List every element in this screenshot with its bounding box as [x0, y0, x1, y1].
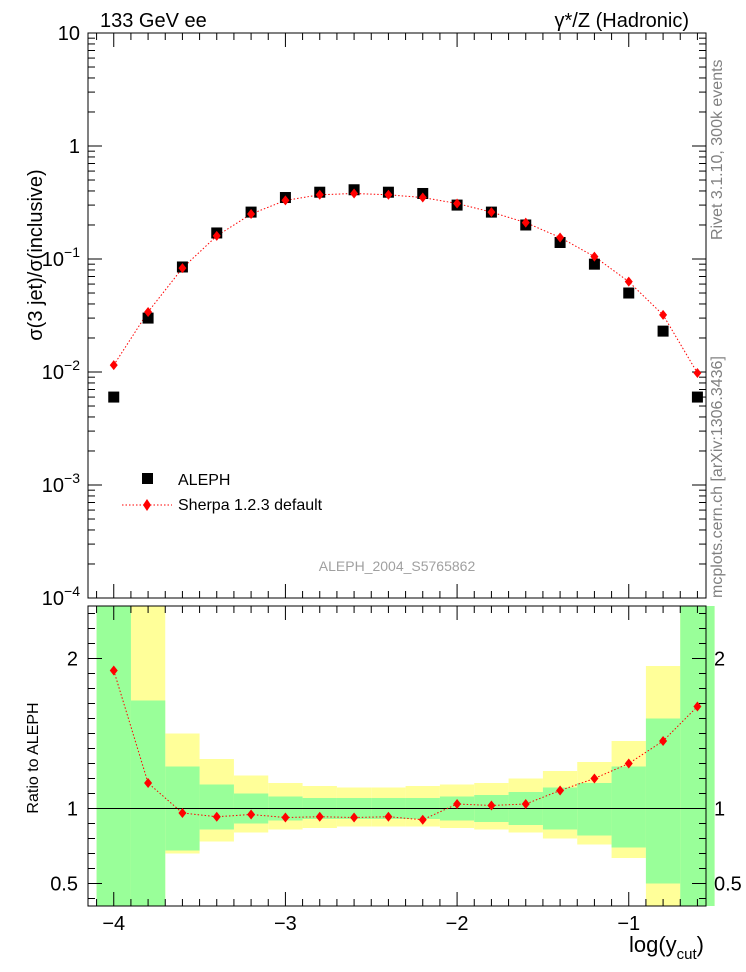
sherpa-point [350, 188, 359, 199]
tick-exponent: −4 [64, 583, 80, 599]
ratio-y-tick-label: 1 [67, 799, 78, 821]
tick-base: 10 [42, 588, 64, 610]
ratio-point [659, 736, 668, 746]
green-band-bin [130, 700, 166, 906]
ratio-y-tick-label: 0.5 [50, 874, 78, 896]
aleph-point [588, 258, 600, 270]
ratio-y-axis-label: Ratio to ALEPH [25, 702, 42, 813]
x-tick-label: −4 [102, 913, 125, 935]
ratio-point [453, 799, 462, 809]
sherpa-line [113, 192, 698, 374]
side-text-top: Rivet 3.1.10, 300k events [709, 59, 726, 240]
green-band-bin [577, 783, 612, 836]
analysis-label: ALEPH_2004_S5765862 [319, 558, 476, 574]
legend: ALEPH Sherpa 1.2.3 default [122, 472, 323, 514]
header-right-label: γ*/Z (Hadronic) [555, 10, 689, 32]
main-y-tick-label: 1 [69, 136, 80, 158]
ratio-point [247, 809, 256, 820]
x-axis-label-sub: cut [677, 946, 698, 963]
ratio-point [144, 778, 153, 788]
ratio-point [418, 814, 427, 825]
side-text-bottom: mcplots.cern.ch [arXiv:1306.3436] [709, 356, 726, 598]
sherpa-point [315, 189, 324, 200]
sherpa-point [178, 263, 187, 274]
main-y-axis-label: σ(3 jet)/σ(inclusive) [25, 169, 47, 340]
tick-base: 10 [42, 362, 64, 384]
ratio-y-tick-label-right: 1 [714, 799, 725, 821]
ratio-point [487, 800, 496, 811]
sherpa-point [281, 195, 290, 206]
legend-label-aleph: ALEPH [178, 472, 230, 489]
main-plot-frame [87, 32, 707, 599]
sherpa-point [556, 232, 565, 243]
sherpa-point [109, 360, 118, 371]
sherpa-point [144, 306, 153, 317]
main-y-tick-label: 10−1 [42, 244, 80, 271]
ratio-point [281, 812, 290, 823]
tick-exponent: −3 [64, 470, 80, 486]
ratio-y-tick-label-right: 0.5 [714, 874, 742, 896]
ratio-plot-frame [87, 605, 707, 907]
green-band-bin [96, 606, 131, 906]
sherpa-point [384, 189, 393, 200]
ratio-plot-panel: −4 −3 −2 −1 0.5 0.5 1 1 2 2 [50, 605, 742, 935]
tick-base: 10 [42, 249, 64, 271]
ratio-y-tick-label-right: 2 [714, 649, 725, 671]
sherpa-point [693, 367, 702, 378]
ratio-y-tick-label: 2 [67, 649, 78, 671]
x-tick-label: −1 [617, 913, 640, 935]
x-axis-label-main: log(y [629, 932, 677, 957]
sherpa-point [247, 209, 256, 220]
x-tick-label: −3 [274, 913, 297, 935]
ratio-point [556, 785, 565, 796]
sherpa-point [212, 230, 221, 241]
sherpa-point [521, 217, 530, 228]
main-y-tick-label: 10−3 [42, 470, 80, 497]
ratio-point [693, 701, 702, 712]
main-y-tick-label: 10−4 [42, 583, 80, 610]
aleph-point [657, 325, 669, 337]
ratio-point [521, 799, 530, 809]
aleph-point [142, 312, 154, 324]
green-band-bin [645, 718, 681, 884]
legend-label-sherpa: Sherpa 1.2.3 default [178, 497, 323, 514]
aleph-point [108, 391, 120, 403]
main-y-tick-label: 10 [58, 23, 80, 45]
green-band-bin [680, 606, 715, 906]
tick-exponent: −1 [64, 244, 80, 260]
ratio-point [212, 811, 221, 822]
x-axis-label: log(ycut) [629, 932, 704, 963]
green-band-bin [611, 766, 646, 848]
sherpa-point [659, 309, 668, 320]
aleph-point [623, 287, 635, 299]
main-y-tick-label: 10−2 [42, 357, 80, 384]
sherpa-point [487, 207, 496, 218]
tick-base: 10 [42, 475, 64, 497]
ratio-point [624, 758, 633, 769]
sherpa-point [418, 192, 427, 203]
ratio-point [384, 811, 393, 822]
legend-marker-aleph [142, 473, 153, 484]
ratio-point [109, 665, 118, 676]
legend-marker-sherpa [143, 499, 151, 511]
sherpa-point [453, 198, 462, 209]
sherpa-point [624, 276, 633, 287]
tick-exponent: −2 [64, 357, 80, 373]
ratio-point [590, 773, 599, 784]
green-band-bin [199, 784, 234, 830]
aleph-point [691, 391, 703, 403]
header-left-label: 133 GeV ee [100, 10, 207, 32]
ratio-point [315, 811, 324, 822]
ratio-point [350, 812, 359, 823]
ratio-point [178, 808, 187, 818]
sherpa-point [590, 251, 599, 262]
x-tick-label: −2 [446, 913, 469, 935]
x-axis-label-close: ) [697, 932, 704, 957]
